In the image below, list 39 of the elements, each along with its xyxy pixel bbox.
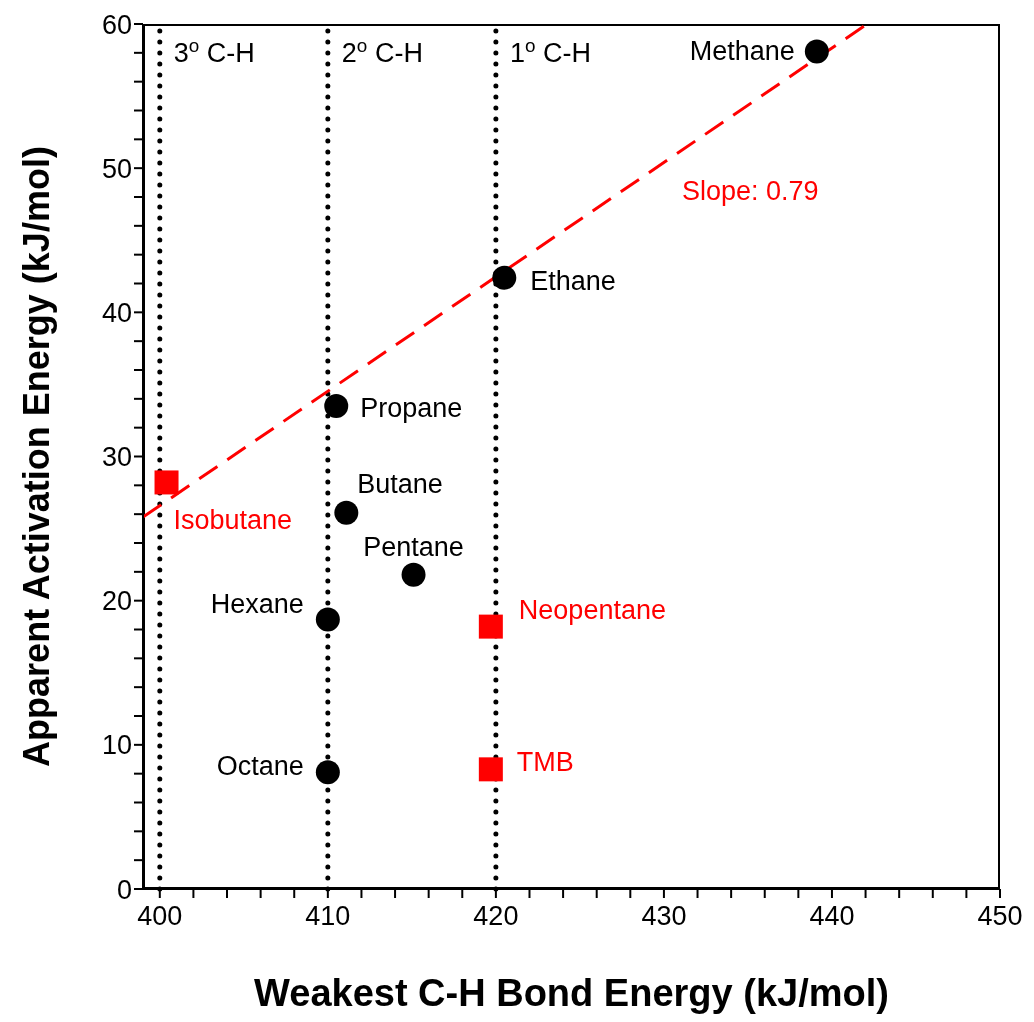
annotation: Propane [360,393,463,424]
point [154,470,179,495]
x-tick-label: 450 [977,901,1023,932]
point [478,614,503,639]
y-tick-label: 20 [101,586,132,617]
point [804,39,829,64]
annotation: Ethane [530,265,616,296]
point [492,265,517,290]
y-axis-title: Apparent Activation Energy (kJ/mol) [15,146,57,767]
x-tick-label: 430 [641,901,687,932]
point [401,562,426,587]
point [315,607,340,632]
point [324,394,349,419]
x-tick-label: 410 [305,901,351,932]
y-tick-label: 60 [101,9,132,40]
x-tick-label: 440 [809,901,855,932]
x-axis-title: Weakest C-H Bond Energy (kJ/mol) [254,972,889,1014]
annotation: Butane [357,468,443,499]
y-tick-label: 30 [101,442,132,473]
x-tick-label: 420 [473,901,519,932]
ref-line-label: 1$^{o}$ C-H [509,34,591,68]
ref-line-label: 3$^{o}$ C-H [173,34,255,68]
annotation: Slope: 0.79 [682,176,819,207]
y-tick-label: 40 [101,297,132,328]
point [315,760,340,785]
annotation: TMB [516,747,574,778]
annotation: Pentane [363,531,464,562]
y-tick-label: 50 [101,153,132,184]
annotation: Methane [689,36,795,67]
ref-line-label: 2$^{o}$ C-H [341,34,423,68]
annotation: Neopentane [518,594,666,625]
y-tick-label: 0 [116,874,132,905]
x-tick-label: 400 [137,901,183,932]
annotation: Hexane [210,589,304,620]
point [334,500,359,525]
annotation: Octane [216,751,304,782]
y-tick-label: 10 [101,730,132,761]
point [478,757,503,782]
annotation: Isobutane [173,505,293,536]
